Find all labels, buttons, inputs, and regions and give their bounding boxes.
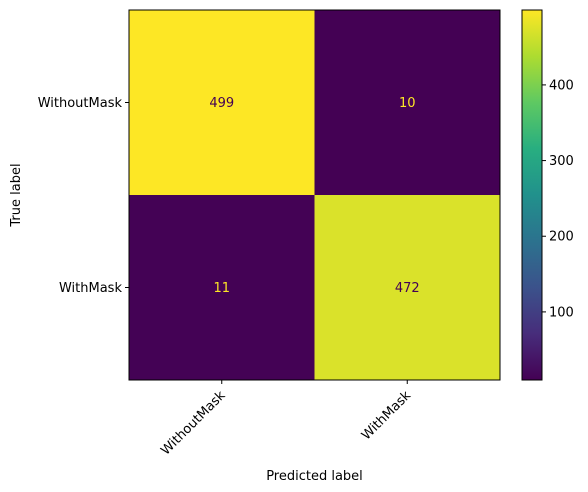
heatmap-cell (314, 195, 500, 380)
x-tick-label: WithoutMask (158, 388, 229, 459)
colorbar-ticks: 100 200 300 400 (542, 78, 574, 320)
heatmap-cell (129, 10, 315, 195)
x-axis-label: Predicted label (266, 469, 363, 484)
x-tick-label: WithMask (359, 388, 414, 443)
y-tick-label: WithoutMask (38, 96, 123, 111)
heatmap-cells: 499 10 11 472 (129, 10, 500, 380)
cell-value-label: 499 (209, 96, 234, 111)
x-axis-ticks: WithoutMask WithMask (158, 380, 414, 458)
colorbar-tick-label: 200 (549, 230, 574, 245)
colorbar (521, 9, 543, 381)
colorbar-tick-label: 100 (549, 305, 574, 320)
y-axis-ticks: WithoutMask WithMask (38, 96, 129, 296)
heatmap-cell (129, 195, 315, 380)
heatmap-cell (314, 10, 500, 195)
y-axis-label: True label (9, 163, 24, 227)
y-tick-label: WithMask (59, 281, 122, 296)
cell-value-label: 472 (395, 281, 420, 296)
colorbar-tick-label: 400 (549, 78, 574, 93)
cell-value-label: 11 (213, 281, 230, 296)
matrix-frame (128, 9, 501, 381)
colorbar-tick-label: 300 (549, 154, 574, 169)
cell-value-label: 10 (399, 96, 416, 111)
